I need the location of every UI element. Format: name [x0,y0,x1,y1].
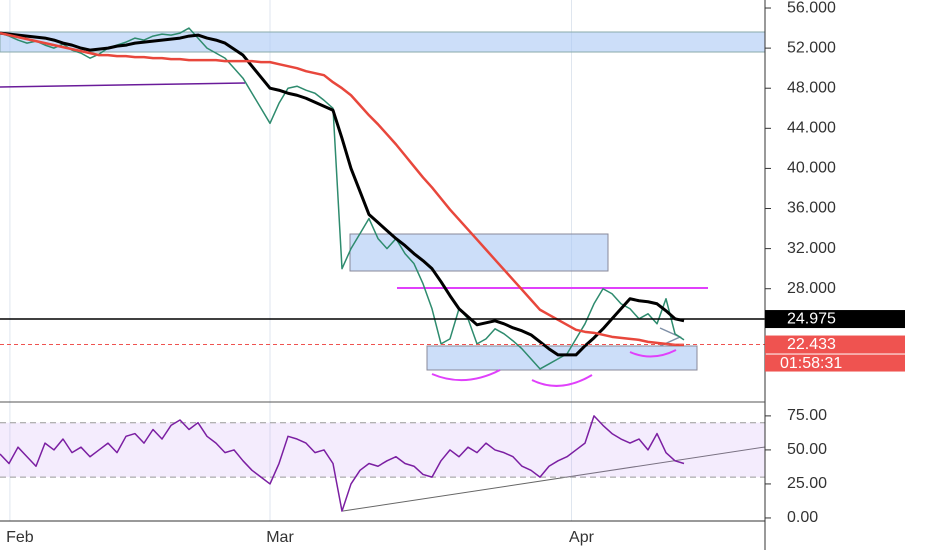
price-label-box [765,310,905,329]
y-tick-label: 75.00 [787,407,827,424]
y-tick-label: 56.000 [787,0,836,16]
y-tick-label: 44.000 [787,120,836,137]
price-label: 22.433 [787,336,836,353]
series-line [0,415,685,512]
countdown-box [765,354,905,372]
arc [629,349,677,358]
y-tick-label: 36.000 [787,200,836,217]
price-label: 24.975 [787,310,836,327]
y-tick-label: 52.000 [787,39,836,56]
y-tick-label: 48.000 [787,79,836,96]
arc [431,369,501,382]
y-tick-label: 0.00 [787,509,818,526]
y-tick-label: 40.000 [787,160,836,177]
series-line [0,31,684,347]
series-line [0,31,685,357]
trend-line [0,82,246,88]
arc [531,374,593,387]
price-label-box [765,335,905,354]
zone-box [349,233,609,272]
countdown: 01:58:31 [780,355,842,372]
x-tick-label: Feb [6,529,34,546]
x-tick-label: Apr [569,529,595,546]
zone-box [0,31,766,53]
x-tick-label: Mar [266,529,294,546]
zone-box [426,345,698,371]
plot-layer [0,0,766,521]
price-axis [765,0,932,550]
rsi-trend-line [342,446,766,512]
y-tick-label: 25.00 [787,475,827,492]
y-tick-label: 50.00 [787,441,827,458]
y-tick-label: 28.000 [787,280,836,297]
y-tick-label: 32.000 [787,240,836,257]
rsi-band [0,422,765,478]
